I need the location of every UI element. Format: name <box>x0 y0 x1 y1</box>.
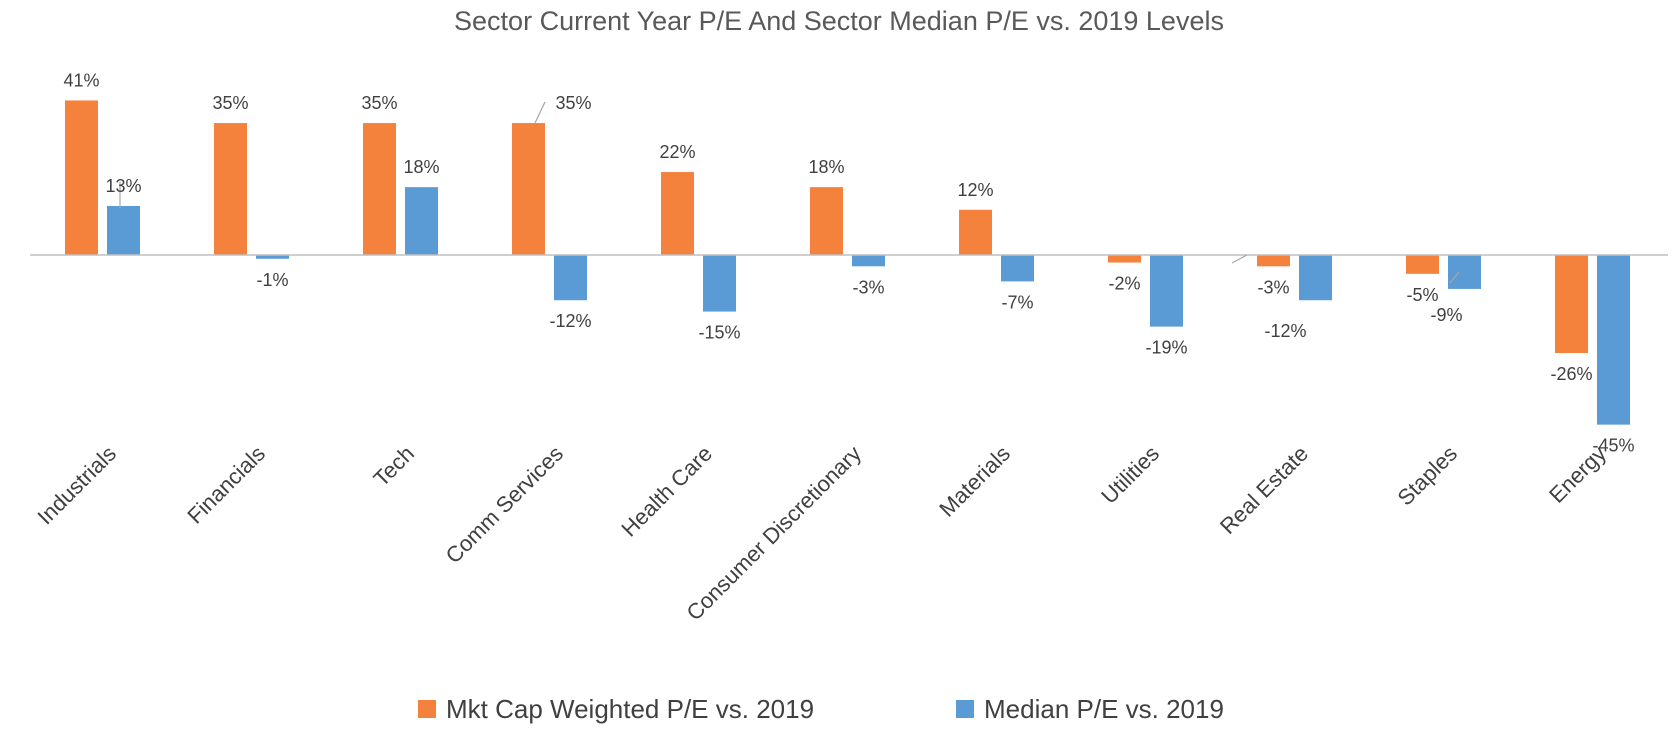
data-label: -12% <box>1264 321 1306 341</box>
bar-median-3 <box>554 255 587 301</box>
bar-median-4 <box>703 255 736 312</box>
legend-label: Median P/E vs. 2019 <box>984 694 1224 724</box>
bar-mktcap-6 <box>959 209 992 255</box>
bar-median-9 <box>1448 255 1481 289</box>
data-label: 22% <box>659 142 695 162</box>
data-label: -3% <box>852 277 884 297</box>
legend: Mkt Cap Weighted P/E vs. 2019 Median P/E … <box>418 694 1224 724</box>
data-label: 35% <box>555 93 591 113</box>
bar-mktcap-8 <box>1257 255 1290 267</box>
data-label: -3% <box>1257 277 1289 297</box>
data-label: -5% <box>1406 285 1438 305</box>
data-label: 35% <box>361 93 397 113</box>
bar-median-10 <box>1597 255 1630 425</box>
data-labels-group: 41% 13% 35% -1% 35% 18% 35% -12% 22% -15% 18% -3% 12… <box>63 70 1634 455</box>
data-label: -45% <box>1592 436 1634 456</box>
data-label: -12% <box>549 311 591 331</box>
bar-mktcap-0 <box>65 100 98 256</box>
bar-mktcap-2 <box>363 123 396 255</box>
category-label: Staples <box>1392 441 1462 511</box>
bar-median-8 <box>1299 255 1332 301</box>
bars-group <box>65 100 1630 425</box>
bar-mktcap-10 <box>1555 255 1588 354</box>
category-labels-group: Industrials Financials Tech Comm Services He… <box>32 441 1611 626</box>
category-label: Financials <box>182 441 270 529</box>
bar-median-1 <box>256 255 289 259</box>
bar-mktcap-3 <box>512 123 545 255</box>
leader-lines-group <box>119 101 1460 284</box>
data-label: 35% <box>212 93 248 113</box>
category-label: Comm Services <box>441 441 568 568</box>
category-label: Consumer Discretionary <box>682 441 867 626</box>
category-label: Utilities <box>1096 441 1164 509</box>
bar-median-2 <box>405 187 438 255</box>
legend-swatch <box>956 700 974 718</box>
bar-median-5 <box>852 255 885 267</box>
bar-median-0 <box>107 205 140 255</box>
data-label: -1% <box>256 270 288 290</box>
data-label: 18% <box>403 157 439 177</box>
bar-median-7 <box>1150 255 1183 327</box>
category-label: Materials <box>934 441 1015 522</box>
leader-line <box>1231 254 1248 264</box>
category-label: Industrials <box>32 441 121 530</box>
category-label: Health Care <box>616 441 717 542</box>
bar-mktcap-7 <box>1108 255 1141 263</box>
data-label: -19% <box>1145 338 1187 358</box>
data-label: -7% <box>1001 292 1033 312</box>
leader-line <box>1449 271 1460 284</box>
chart-title: Sector Current Year P/E And Sector Media… <box>454 6 1224 36</box>
bar-mktcap-9 <box>1406 255 1439 274</box>
data-label: -2% <box>1108 274 1140 294</box>
leader-line <box>534 101 546 124</box>
bar-mktcap-4 <box>661 172 694 255</box>
data-label: -9% <box>1430 305 1462 325</box>
category-label: Tech <box>368 441 419 492</box>
category-label: Energy <box>1544 441 1611 508</box>
bar-median-6 <box>1001 255 1034 282</box>
data-label: 41% <box>63 70 99 90</box>
data-label: 18% <box>808 157 844 177</box>
data-label: -15% <box>698 323 740 343</box>
bar-mktcap-1 <box>214 123 247 255</box>
data-label: -26% <box>1550 364 1592 384</box>
bar-mktcap-5 <box>810 187 843 255</box>
legend-swatch <box>418 700 436 718</box>
legend-label: Mkt Cap Weighted P/E vs. 2019 <box>446 694 814 724</box>
data-label: 13% <box>105 176 141 196</box>
data-label: 12% <box>957 180 993 200</box>
category-label: Real Estate <box>1215 441 1313 539</box>
